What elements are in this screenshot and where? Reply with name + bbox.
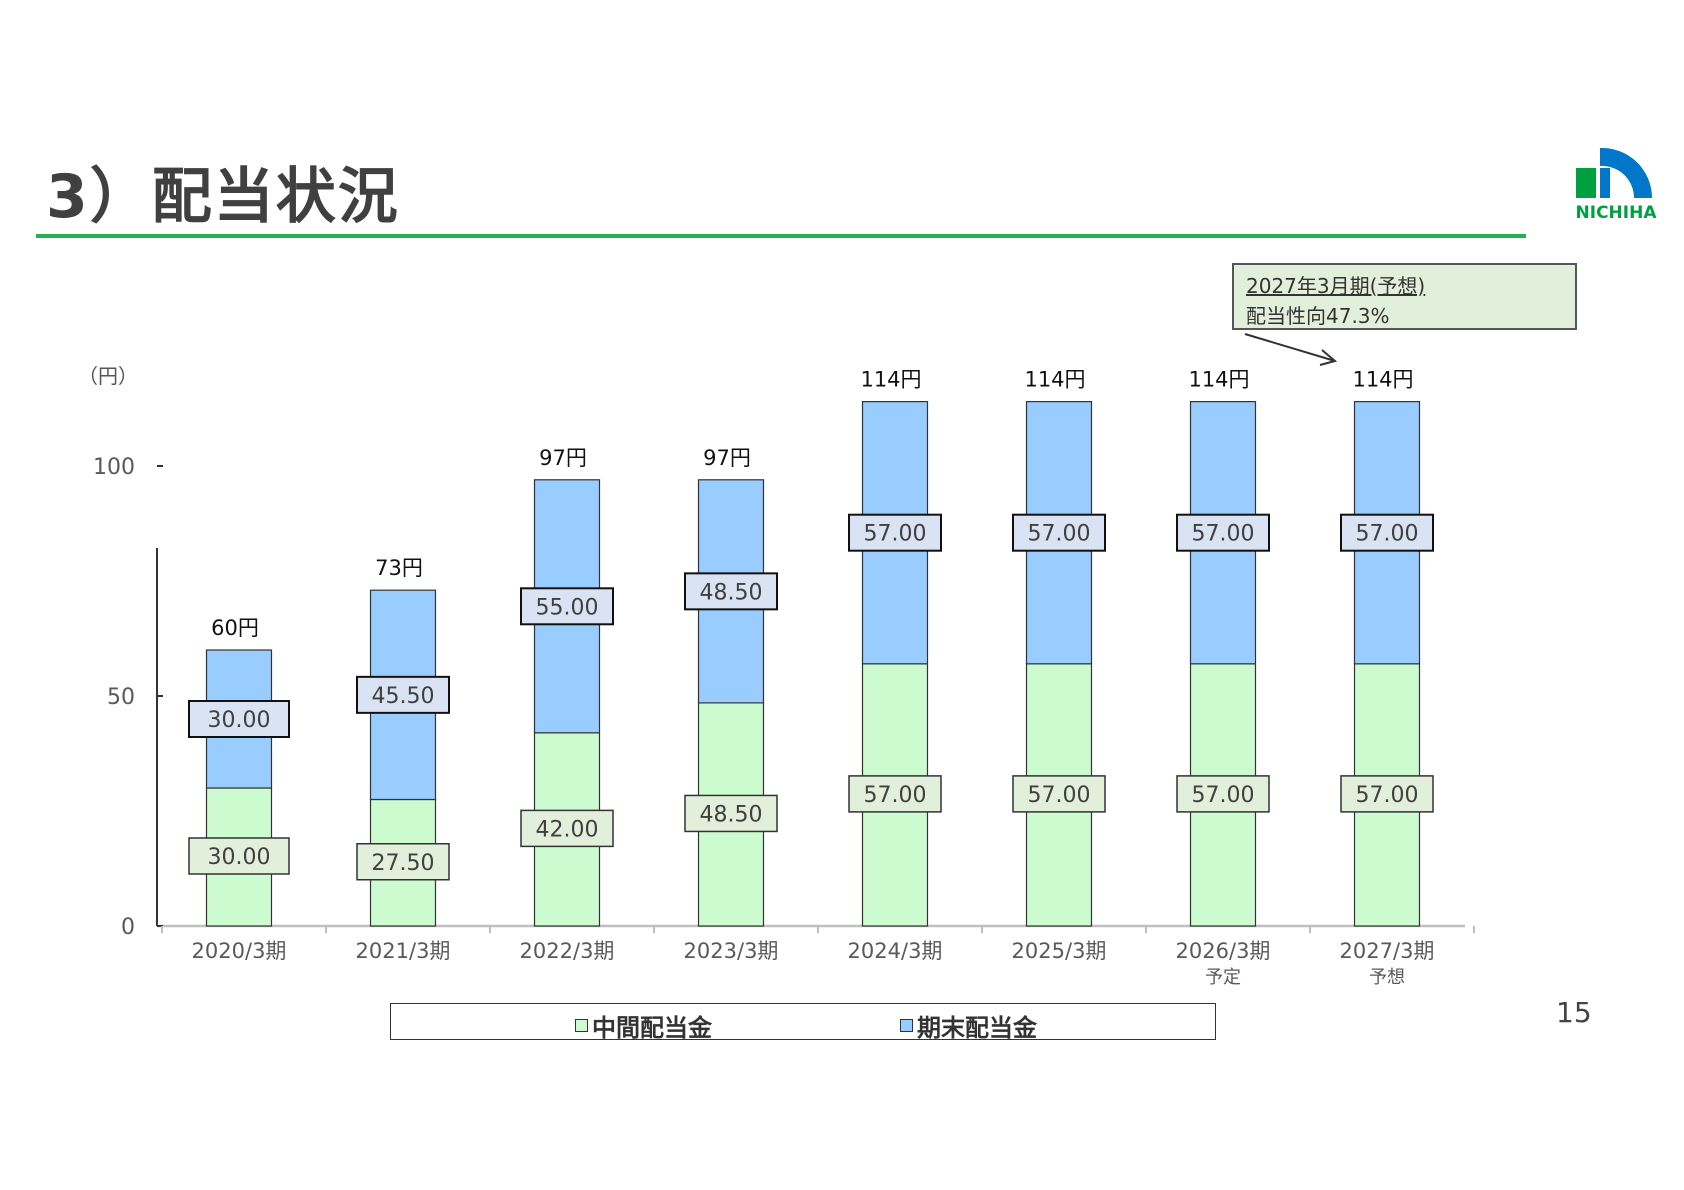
callout-period: 2027年3月期(予想) <box>1246 274 1426 298</box>
data-label-box-interim <box>1176 775 1270 813</box>
logo-arc <box>1600 147 1652 198</box>
total-label: 97円 <box>703 446 751 470</box>
data-label-interim: 30.00 <box>208 845 271 870</box>
total-label: 73円 <box>375 556 423 580</box>
data-label-year-end: 57.00 <box>864 522 927 547</box>
callout-payout-ratio: 配当性向47.3% <box>1246 304 1390 328</box>
y-tick-label: 50 <box>107 685 135 710</box>
data-label-interim: 57.00 <box>864 783 927 808</box>
title-divider <box>36 234 1526 238</box>
logo-green-block <box>1576 168 1596 198</box>
page-title: 3）配当状況 <box>46 162 400 232</box>
data-label-box-year-end <box>1176 513 1270 552</box>
data-label-box-interim <box>520 809 614 848</box>
data-label-interim: 57.00 <box>1192 783 1255 808</box>
y-tick-label: 100 <box>93 455 135 480</box>
x-tick-label: 2024/3期 <box>848 939 943 963</box>
data-label-interim: 57.00 <box>1356 783 1419 808</box>
x-tick-label: 2022/3期 <box>520 939 615 963</box>
data-label-year-end: 30.00 <box>208 708 271 733</box>
data-label-box-year-end <box>684 572 778 611</box>
x-tick-label: 2021/3期 <box>356 939 451 963</box>
x-tick-label: 2026/3期 <box>1176 939 1271 963</box>
data-label-interim: 48.50 <box>700 802 763 827</box>
data-label-year-end: 45.50 <box>372 684 435 709</box>
data-label-box-year-end <box>848 513 942 552</box>
x-tick-label: 2020/3期 <box>192 939 287 963</box>
logo-blue-block <box>1600 168 1610 198</box>
data-label-box-year-end <box>356 675 450 714</box>
y-unit-label: （円） <box>78 364 138 388</box>
callout-arrow-head <box>1319 349 1338 366</box>
x-tick-sublabel: 予想 <box>1369 967 1405 988</box>
x-tick-sublabel: 予定 <box>1205 967 1241 988</box>
data-label-box-year-end <box>1340 513 1434 552</box>
chart-legend: 中間配当金 期末配当金 <box>390 1003 1216 1043</box>
data-label-year-end: 57.00 <box>1356 522 1419 547</box>
legend-label-year-end: 期末配当金 <box>917 1014 1037 1042</box>
total-label: 114円 <box>1188 368 1249 392</box>
legend-swatch-interim <box>575 1019 588 1032</box>
data-label-year-end: 57.00 <box>1028 522 1091 547</box>
data-label-year-end: 55.00 <box>536 595 599 620</box>
data-label-box-interim <box>356 843 450 881</box>
data-label-box-interim <box>848 775 942 813</box>
legend-swatch-year-end <box>900 1019 913 1032</box>
y-tick-label: 0 <box>121 915 135 940</box>
x-tick-label: 2025/3期 <box>1012 939 1107 963</box>
data-label-interim: 42.00 <box>536 817 599 842</box>
callout-arrow-line <box>1244 333 1336 362</box>
page-number: 15 <box>1556 996 1592 1029</box>
data-label-box-year-end <box>1012 513 1106 552</box>
total-label: 97円 <box>539 446 587 470</box>
legend-label-interim: 中間配当金 <box>592 1014 712 1042</box>
logo-text: NICHIHA <box>1576 203 1658 222</box>
payout-ratio-callout: 2027年3月期(予想) 配当性向47.3% <box>1232 263 1577 330</box>
data-label-year-end: 48.50 <box>700 580 763 605</box>
data-label-box-interim <box>684 794 778 833</box>
data-label-box-interim <box>1012 775 1106 813</box>
x-tick-label: 2023/3期 <box>684 939 779 963</box>
total-label: 60円 <box>211 616 259 640</box>
total-label: 114円 <box>1352 368 1413 392</box>
total-label: 114円 <box>1024 368 1085 392</box>
x-tick-label: 2027/3期 <box>1340 939 1435 963</box>
legend-item-year-end: 期末配当金 <box>900 1008 1037 1043</box>
data-label-interim: 27.50 <box>372 851 435 876</box>
total-label: 114円 <box>860 368 921 392</box>
data-label-year-end: 57.00 <box>1192 522 1255 547</box>
nichiha-logo-icon: NICHIHA <box>1576 147 1658 222</box>
data-label-interim: 57.00 <box>1028 783 1091 808</box>
data-label-box-year-end <box>188 700 290 738</box>
data-label-box-interim <box>1340 775 1434 813</box>
data-label-box-interim <box>188 837 290 875</box>
legend-item-interim: 中間配当金 <box>575 1008 712 1043</box>
data-label-box-year-end <box>520 587 614 626</box>
